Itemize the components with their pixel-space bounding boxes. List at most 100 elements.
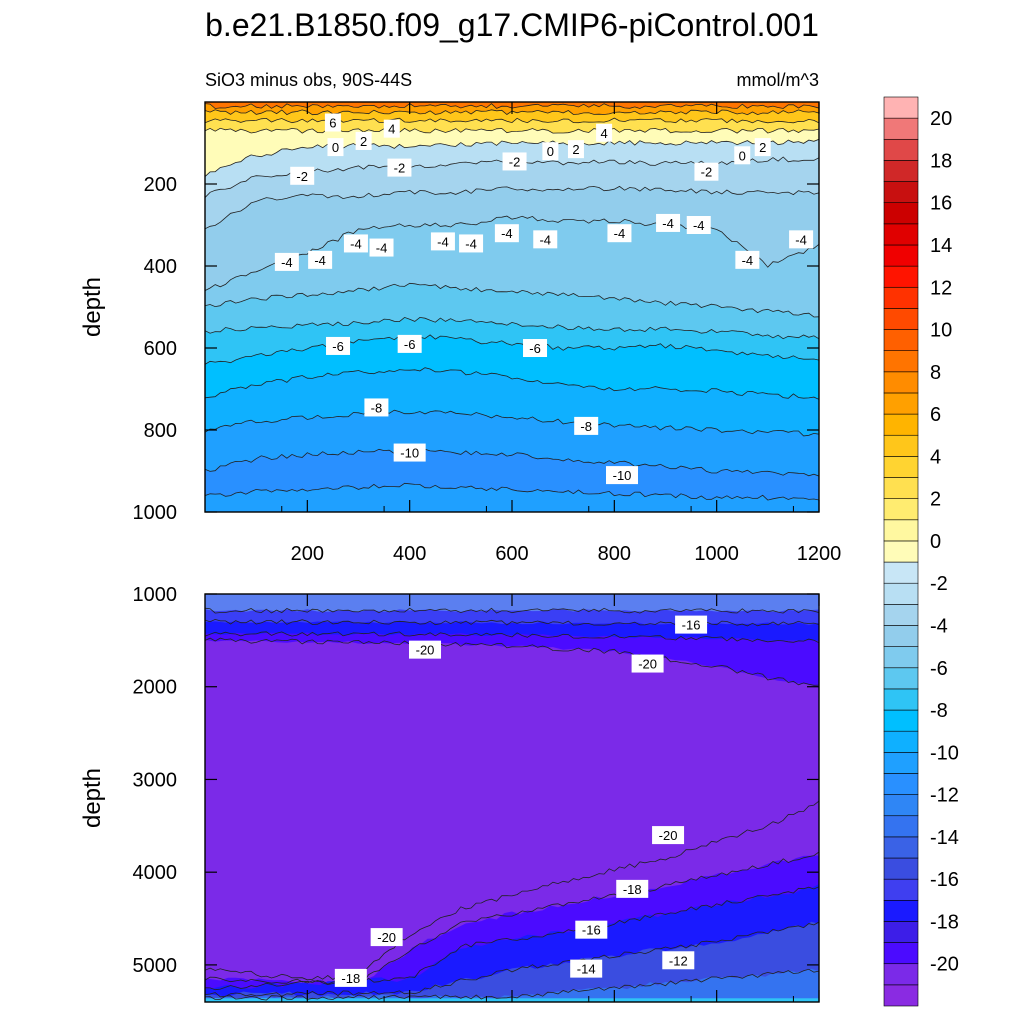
upper-contour-label-box: [494, 224, 519, 243]
upper-contour-label: -2: [394, 161, 406, 176]
upper-contour-label-box: [326, 336, 351, 355]
lower-contour-line: [205, 851, 819, 986]
lower-contour-label-box: [662, 951, 695, 970]
upper-contour-label: 0: [332, 140, 339, 155]
upper-contour-line: [205, 127, 819, 134]
upper-contour-label: -6: [332, 339, 344, 354]
upper-contour-label: -2: [701, 165, 713, 180]
colorbar-swatch: [883, 456, 919, 478]
lower-contour-label-box: [631, 654, 664, 673]
lower-y-tick-label: 2000: [133, 677, 178, 699]
colorbar-swatch: [883, 963, 919, 986]
colorbar-swatch: [883, 519, 919, 542]
lower-contour-label-box: [652, 826, 685, 845]
upper-contour-line: [205, 409, 819, 437]
upper-contour-line: [205, 334, 819, 365]
colorbar-swatch: [883, 752, 919, 774]
units-label: mmol/m^3: [737, 70, 819, 90]
colorbar-tick-label: 6: [930, 404, 941, 426]
upper-contour-label: -2: [509, 154, 521, 169]
colorbar-swatch: [883, 857, 919, 880]
upper-contour-line: [205, 482, 819, 501]
upper-contour-label-box: [789, 230, 814, 249]
colorbar-tick-label: -16: [930, 869, 959, 891]
upper-contour-label-box: [327, 138, 344, 157]
upper-x-tick-label: 1200: [797, 543, 842, 565]
upper-contour-label-box: [274, 252, 299, 271]
colorbar-swatch: [883, 604, 919, 626]
lower-contour-label-box: [616, 879, 649, 898]
lower-contour-label-box: [675, 615, 708, 634]
colorbar-swatch: [883, 265, 919, 288]
upper-contour-label: -8: [580, 419, 592, 434]
colorbar-swatch: [883, 244, 919, 267]
lower-contour-label-box: [334, 968, 367, 987]
upper-contour-label-box: [656, 213, 681, 232]
lower-contour-line: [205, 607, 819, 614]
colorbar-swatch: [883, 921, 919, 943]
colorbar-swatch: [883, 899, 919, 922]
upper-contour-label-box: [290, 166, 315, 185]
upper-contour-label-box: [343, 234, 368, 253]
upper-contour-label: -4: [693, 218, 705, 233]
upper-contour-line: [205, 185, 819, 230]
lower-y-tick-label: 3000: [133, 769, 178, 791]
colorbar-tick-label: -10: [930, 742, 959, 764]
upper-contour-label: -6: [529, 341, 541, 356]
colorbar-swatch: [883, 709, 919, 732]
colorbar-swatch: [883, 477, 919, 499]
upper-contour-label-box: [364, 398, 389, 417]
upper-contour-label: 2: [572, 142, 579, 157]
upper-y-tick-label: 800: [144, 420, 177, 442]
lower-y-tick-label: 1000: [133, 584, 178, 606]
colorbar-swatch: [883, 688, 919, 711]
upper-contour-label-box: [574, 416, 599, 435]
upper-contour-label-box: [355, 131, 372, 150]
lower-contour-label-box: [409, 640, 442, 659]
colorbar-swatch: [883, 646, 919, 669]
upper-x-tick-label: 800: [598, 543, 631, 565]
upper-contour-label-box: [324, 113, 341, 132]
upper-contour-line: [205, 138, 819, 177]
upper-contour-label: -4: [501, 226, 513, 241]
colorbar-swatch: [883, 223, 919, 246]
upper-contour-label-box: [694, 162, 719, 181]
upper-y-tick-label: 1000: [133, 502, 178, 524]
colorbar-swatch: [883, 625, 919, 647]
colorbar-tick-label: -18: [930, 911, 959, 933]
upper-contour-label-box: [606, 466, 639, 485]
lower-contour-label: -20: [659, 828, 678, 843]
upper-contour-label: -4: [314, 253, 326, 268]
colorbar-swatch: [883, 836, 919, 859]
lower-fill-band-deep: [205, 968, 819, 1002]
colorbar-tick-label: 12: [930, 277, 952, 299]
lower-contour-label-box: [575, 920, 608, 939]
upper-contour-label: 6: [329, 116, 336, 131]
lower-contour-label: -16: [582, 923, 601, 938]
upper-contour-label-box: [502, 152, 527, 171]
upper-contour-line: [205, 282, 819, 318]
upper-y-tick-label: 200: [144, 174, 177, 196]
colorbar-swatch: [883, 138, 919, 161]
colorbar-swatch: [883, 392, 919, 415]
upper-contour-line: [205, 215, 819, 291]
colorbar-tick-label: 2: [930, 489, 941, 511]
lower-y-axis-label: depth: [79, 768, 106, 828]
upper-contour-label-box: [734, 146, 751, 165]
colorbar-tick-label: 0: [930, 531, 941, 553]
upper-contour-label-box: [607, 224, 632, 243]
upper-y-tick-label: 600: [144, 338, 177, 360]
colorbar-tick-label: 20: [930, 108, 952, 130]
upper-contour-label: -6: [404, 337, 416, 352]
upper-x-tick-label: 1000: [694, 543, 739, 565]
colorbar-swatch: [883, 371, 919, 394]
upper-contour-label: -4: [350, 236, 362, 251]
colorbar-tick-label: -20: [930, 954, 959, 976]
colorbar-swatch: [883, 794, 919, 817]
colorbar-tick-label: -2: [930, 573, 948, 595]
lower-y-tick-label: 4000: [133, 862, 178, 884]
colorbar-swatch: [883, 582, 919, 605]
upper-contour-label-box: [459, 234, 484, 253]
